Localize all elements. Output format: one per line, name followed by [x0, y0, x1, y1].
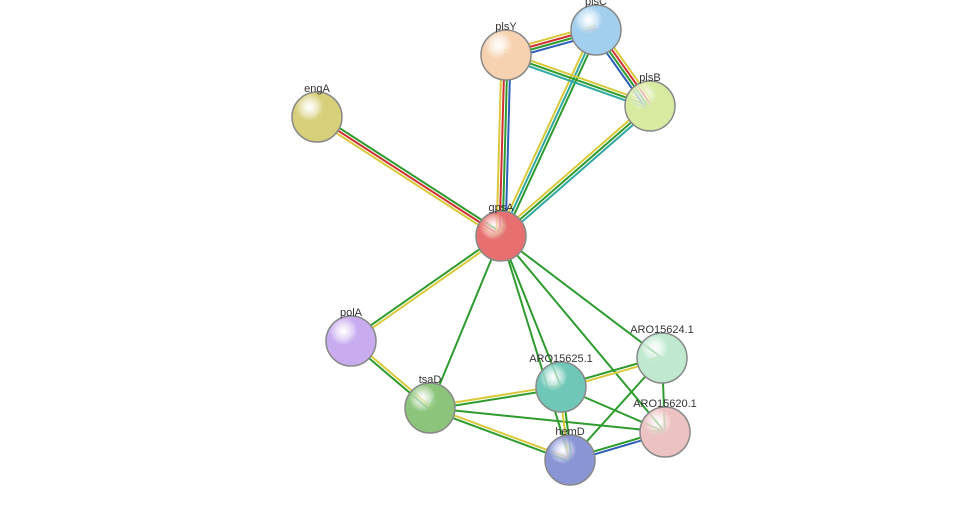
edge-line: [315, 120, 499, 239]
edge-line: [499, 104, 648, 234]
node-engA[interactable]: [292, 92, 342, 142]
network-svg: [0, 0, 976, 505]
edge-line: [317, 117, 501, 236]
edge-line: [319, 115, 503, 234]
node-plsB[interactable]: [625, 81, 675, 131]
node-polA[interactable]: [326, 316, 376, 366]
edge-line: [501, 236, 570, 460]
node-gpsA[interactable]: [476, 211, 526, 261]
node-ARO15620[interactable]: [640, 407, 690, 457]
edge-line: [501, 236, 665, 432]
node-hemD[interactable]: [545, 435, 595, 485]
edge-line: [350, 235, 500, 340]
node-ARO15625[interactable]: [536, 362, 586, 412]
node-tsaD[interactable]: [405, 383, 455, 433]
edge-line: [501, 106, 650, 236]
network-canvas: gpsAengAplsYplsCplsBpolAtsaDhemDARO15625…: [0, 0, 976, 505]
node-plsC[interactable]: [571, 5, 621, 55]
node-plsY[interactable]: [481, 30, 531, 80]
node-ARO15624[interactable]: [637, 333, 687, 383]
edge-line: [503, 108, 652, 238]
